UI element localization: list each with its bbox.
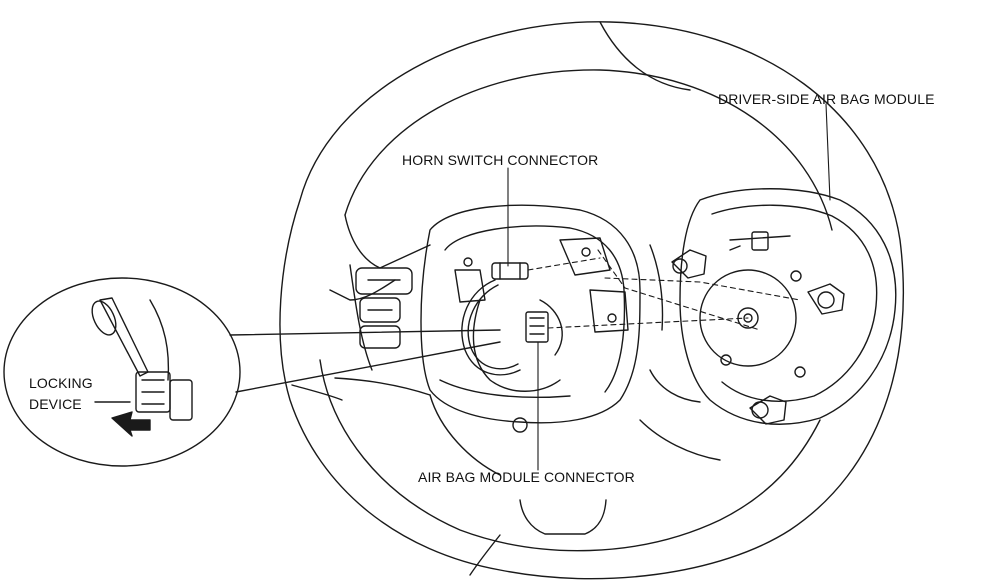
leader-lines [507,103,831,471]
air-bag-module-connector [525,311,549,343]
steering-wheel-spokes [329,214,721,535]
locking-device-label-line1: LOCKING [29,375,93,391]
horn-switch-connector-label: HORN SWITCH CONNECTOR [402,152,599,168]
alignment-lines [527,249,801,331]
locking-device-inset [3,277,501,467]
left-switch-cluster [355,267,413,349]
steering-hub [420,204,641,433]
driver-side-air-bag-module-label: DRIVER-SIDE AIR BAG MODULE [718,91,935,107]
locking-device-label-line2: DEVICE [29,396,82,412]
steering-wheel-rim [279,21,905,580]
air-bag-module-connector-label: AIR BAG MODULE CONNECTOR [418,469,635,485]
driver-side-air-bag-module [671,188,897,425]
horn-switch-connector [491,262,529,280]
